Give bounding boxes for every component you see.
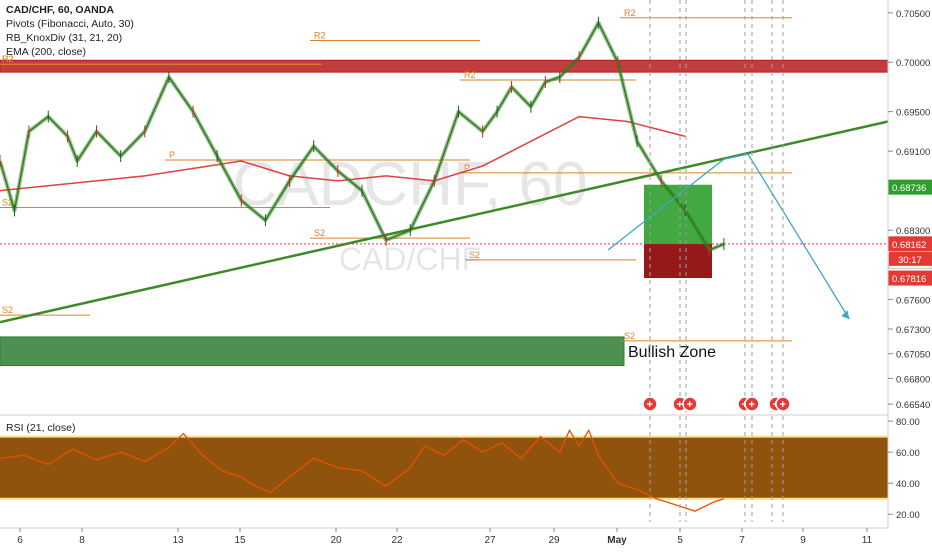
y-tick-label-3: 0.69100 — [896, 147, 930, 158]
y-tick-label-7: 0.67050 — [896, 350, 930, 361]
y-tick-label-9: 0.66540 — [896, 400, 930, 411]
event-icon-plus-6: + — [780, 399, 786, 411]
rsi-panel[interactable] — [0, 428, 888, 512]
x-tick-label-11: 9 — [800, 535, 806, 546]
x-tick-label-9: 5 — [677, 535, 683, 546]
pivot-label-5: P — [169, 150, 175, 160]
y-tick-label-5: 0.67600 — [896, 295, 930, 306]
y-tick-label-6: 0.67300 — [896, 325, 930, 336]
x-tick-label-4: 20 — [330, 535, 342, 546]
legend-ema[interactable]: EMA (200, close) — [6, 46, 86, 58]
price-line — [0, 21, 725, 251]
price-tag-label-stop: 0.67816 — [892, 274, 926, 285]
projection-arrowhead — [841, 310, 850, 320]
x-tick-label-0: 6 — [17, 535, 23, 546]
price-tag-label-current: 0.68162 — [892, 240, 926, 251]
y-tick-label-4: 0.68300 — [896, 226, 930, 237]
position-loss-box — [644, 243, 712, 279]
price-tag-current — [888, 236, 932, 252]
pivot-label-8: S2 — [314, 228, 325, 238]
zone-1 — [0, 336, 625, 367]
watermark-sub: CAD/CHF — [339, 241, 481, 277]
chart-legend: CAD/CHF, 60, OANDA Pivots (Fibonacci, Au… — [6, 3, 134, 59]
price-tag-stop — [888, 270, 932, 286]
pivot-label-9: S2 — [469, 250, 480, 260]
legend-symbol[interactable]: CAD/CHF, 60, OANDA — [6, 4, 114, 16]
trendline — [0, 120, 889, 324]
price-tag-ema — [888, 179, 932, 195]
x-tick-label-5: 22 — [391, 535, 403, 546]
x-tick-label-12: 11 — [862, 535, 873, 546]
rsi-y-tick-label-3: 20.00 — [896, 510, 920, 521]
pivot-label-1: R2 — [2, 54, 14, 64]
y-tick-label-2: 0.69500 — [896, 108, 930, 119]
legend-pivots[interactable]: Pivots (Fibonacci, Auto, 30) — [6, 18, 134, 30]
price-tag-label-ema: 0.68736 — [892, 183, 926, 194]
event-icon-plus-0: + — [647, 399, 653, 411]
countdown-tag — [889, 251, 932, 266]
x-tick-label-6: 27 — [484, 535, 496, 546]
x-tick-label-1: 8 — [79, 535, 85, 546]
rsi-band — [0, 436, 888, 499]
y-tick-label-0: 0.70500 — [896, 9, 930, 20]
rsi-y-tick-label-1: 60.00 — [896, 448, 920, 459]
event-icon-0[interactable] — [642, 396, 658, 412]
rsi-y-tick-label-0: 80.00 — [896, 417, 920, 428]
pivot-label-11: S2 — [624, 331, 635, 341]
pivot-label-7: S2 — [2, 197, 13, 207]
event-icon-plus-2: + — [687, 399, 693, 411]
x-tick-label-8: May — [607, 535, 627, 546]
event-icon-6[interactable] — [775, 396, 791, 412]
rsi-legend[interactable]: RSI (21, close) — [6, 422, 76, 434]
rsi-line — [0, 428, 725, 512]
ema-line — [0, 115, 686, 192]
x-tick-label-2: 13 — [172, 535, 184, 546]
overlays: +++++++ — [642, 0, 791, 522]
countdown-label: 30:17 — [898, 255, 922, 266]
pivot-label-3: R2 — [464, 70, 476, 80]
event-icon-plus-4: + — [749, 399, 755, 411]
projection-path — [607, 153, 850, 320]
y-tick-label-8: 0.66800 — [896, 374, 930, 385]
pivot-label-6: P — [464, 163, 470, 173]
bullish-zone-label: Bullish Zone — [628, 344, 716, 361]
y-tick-label-1: 0.70000 — [896, 58, 930, 69]
zone-0 — [0, 59, 889, 73]
event-icon-2[interactable] — [682, 396, 698, 412]
event-icon-plus-1: + — [677, 399, 683, 411]
x-tick-label-3: 15 — [234, 535, 246, 546]
pivot-label-2: R2 — [314, 31, 326, 41]
pivot-label-10: S2 — [2, 305, 13, 315]
pivot-label-4: R2 — [624, 8, 636, 18]
rsi-y-tick-label-2: 40.00 — [896, 479, 920, 490]
x-tick-label-10: 7 — [739, 535, 745, 546]
x-tick-label-7: 29 — [548, 535, 560, 546]
event-icon-4[interactable] — [744, 396, 760, 412]
pivot-label-0: R2 — [2, 54, 14, 64]
legend-knoxdiv[interactable]: RB_KnoxDiv (31, 21, 20) — [6, 32, 123, 44]
